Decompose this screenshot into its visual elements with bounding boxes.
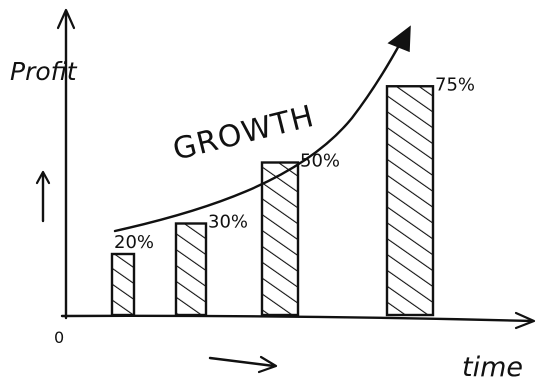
- y-axis-arrowhead: [56, 8, 76, 30]
- y-axis-label: Profit: [10, 57, 78, 86]
- bar-value-label-2: 30%: [208, 212, 248, 233]
- bar-2: [174, 222, 208, 317]
- x-axis-arrowhead: [514, 311, 536, 330]
- right-arrow-icon: [208, 356, 276, 368]
- growth-curve: [113, 38, 404, 233]
- x-axis-label: time: [462, 352, 523, 383]
- x-axis: [60, 314, 534, 323]
- origin-label: 0: [54, 328, 64, 347]
- bars-group: [110, 85, 435, 317]
- up-arrow-head: [35, 170, 51, 185]
- bar-3: [260, 161, 300, 317]
- growth-curve-arrowhead: [387, 25, 411, 53]
- bar-4: [385, 85, 435, 317]
- right-arrow-head: [257, 355, 278, 374]
- growth-annotation: GROWTH: [169, 99, 317, 168]
- bar-value-label-3: 50%: [300, 151, 340, 172]
- bar-1: [110, 252, 136, 317]
- bar-labels-group: 20% 30% 50% 75%: [114, 74, 475, 253]
- bar-value-label-1: 20%: [114, 232, 154, 253]
- bar-value-label-4: 75%: [435, 74, 475, 95]
